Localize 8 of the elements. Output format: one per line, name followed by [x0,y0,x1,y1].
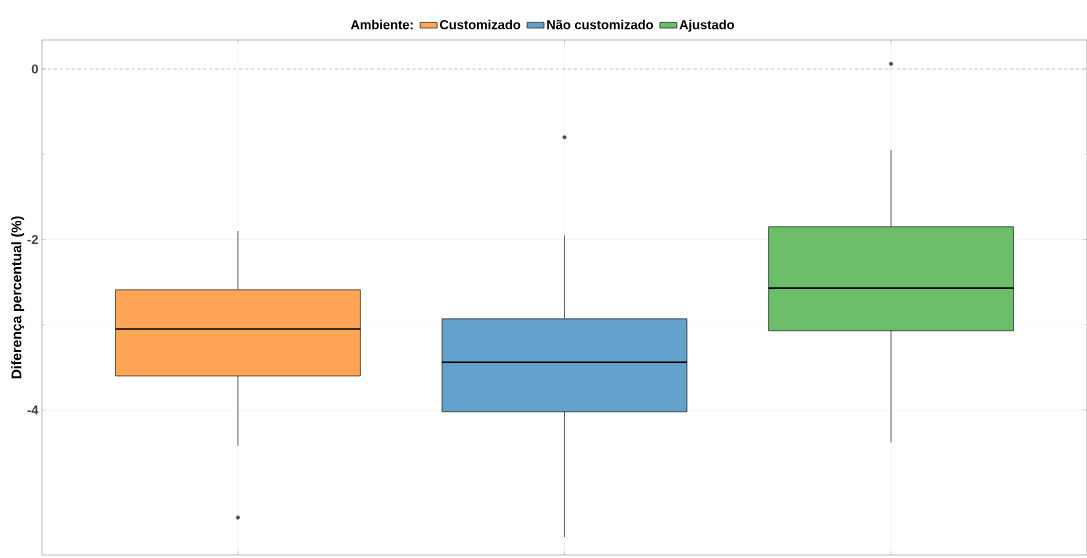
legend-label: Customizado [439,19,521,30]
y-tick-label: 0 [31,64,38,74]
legend-label: Não customizado [547,19,654,30]
legend-label: Ajustado [679,19,735,32]
y-tick-label: -2 [27,234,38,245]
y-tick-label: -4 [27,405,39,415]
legend-title: Ambiente: [350,19,413,30]
y-axis-title: Diferença percentual (%) [11,216,25,379]
